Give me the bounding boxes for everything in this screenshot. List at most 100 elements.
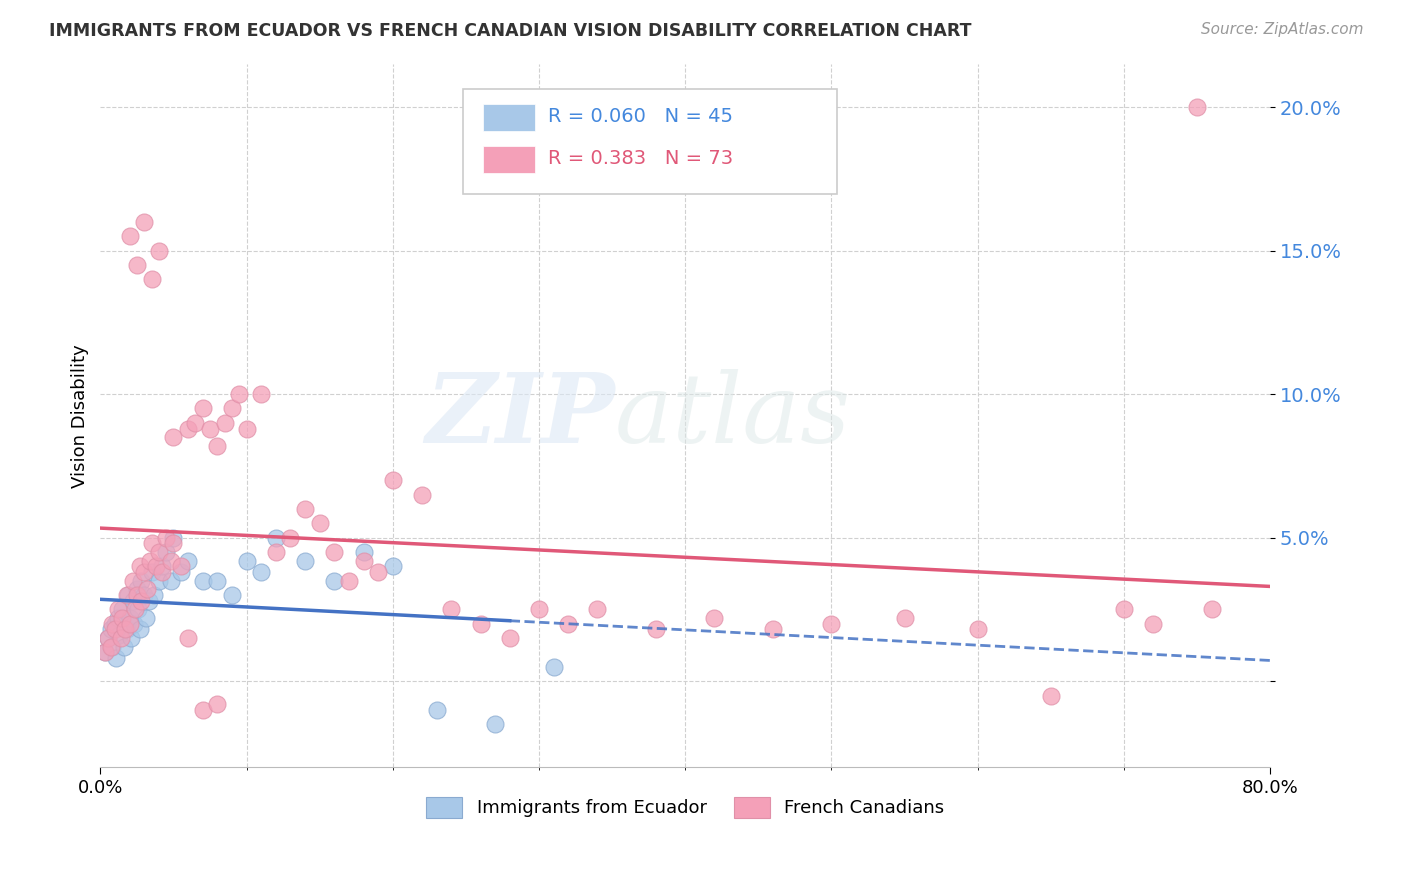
FancyBboxPatch shape: [482, 104, 536, 131]
Point: [543, 660, 565, 674]
Point: [381, 473, 404, 487]
Point: [114, 623, 136, 637]
Point: [221, 588, 243, 602]
Point: [104, 616, 127, 631]
FancyBboxPatch shape: [463, 88, 837, 194]
Point: [557, 616, 579, 631]
Point: [115, 623, 138, 637]
Point: [129, 594, 152, 608]
Point: [100, 623, 122, 637]
Point: [105, 651, 128, 665]
Point: [128, 623, 150, 637]
Point: [121, 594, 143, 608]
Point: [1185, 100, 1208, 114]
Point: [159, 553, 181, 567]
Point: [470, 616, 492, 631]
Point: [141, 272, 163, 286]
Point: [264, 545, 287, 559]
Point: [280, 531, 302, 545]
Point: [367, 565, 389, 579]
Point: [645, 623, 668, 637]
Point: [107, 611, 129, 625]
Point: [93, 645, 115, 659]
Point: [184, 416, 207, 430]
Legend: Immigrants from Ecuador, French Canadians: Immigrants from Ecuador, French Canadian…: [419, 789, 952, 825]
Point: [122, 616, 145, 631]
Point: [155, 545, 177, 559]
Point: [191, 574, 214, 588]
Point: [125, 588, 148, 602]
Point: [294, 502, 316, 516]
Point: [162, 430, 184, 444]
Point: [337, 574, 360, 588]
Point: [115, 588, 138, 602]
Point: [111, 602, 134, 616]
Point: [125, 258, 148, 272]
Point: [177, 631, 200, 645]
Point: [141, 565, 163, 579]
Point: [121, 574, 143, 588]
Point: [308, 516, 330, 531]
Point: [150, 559, 173, 574]
Point: [159, 574, 181, 588]
Point: [139, 553, 162, 567]
Point: [1039, 689, 1062, 703]
Point: [100, 640, 122, 654]
Point: [112, 640, 135, 654]
Point: [214, 416, 236, 430]
Point: [148, 574, 170, 588]
Point: [134, 565, 156, 579]
Point: [117, 588, 139, 602]
Point: [135, 611, 157, 625]
Point: [353, 553, 375, 567]
Point: [177, 553, 200, 567]
Point: [221, 401, 243, 416]
Text: atlas: atlas: [614, 368, 851, 463]
Point: [177, 421, 200, 435]
Point: [97, 631, 120, 645]
Point: [323, 574, 346, 588]
Point: [1142, 616, 1164, 631]
Point: [353, 545, 375, 559]
Point: [820, 616, 842, 631]
Point: [134, 588, 156, 602]
Text: R = 0.060   N = 45: R = 0.060 N = 45: [548, 107, 734, 127]
Point: [118, 611, 141, 625]
Point: [426, 703, 449, 717]
Point: [294, 553, 316, 567]
Point: [104, 623, 127, 637]
Text: IMMIGRANTS FROM ECUADOR VS FRENCH CANADIAN VISION DISABILITY CORRELATION CHART: IMMIGRANTS FROM ECUADOR VS FRENCH CANADI…: [49, 22, 972, 40]
Point: [198, 421, 221, 435]
Point: [207, 574, 229, 588]
Point: [499, 631, 522, 645]
Point: [134, 215, 156, 229]
Point: [148, 244, 170, 258]
Point: [145, 559, 167, 574]
Y-axis label: Vision Disability: Vision Disability: [72, 343, 89, 488]
Point: [527, 602, 550, 616]
Point: [108, 628, 131, 642]
Point: [170, 559, 193, 574]
Point: [703, 611, 725, 625]
FancyBboxPatch shape: [482, 146, 536, 173]
Point: [191, 401, 214, 416]
Point: [484, 717, 506, 731]
Text: Source: ZipAtlas.com: Source: ZipAtlas.com: [1201, 22, 1364, 37]
Point: [107, 602, 129, 616]
Point: [148, 545, 170, 559]
Point: [93, 645, 115, 659]
Point: [125, 582, 148, 597]
Point: [411, 487, 433, 501]
Point: [250, 565, 273, 579]
Point: [162, 536, 184, 550]
Text: R = 0.383   N = 73: R = 0.383 N = 73: [548, 150, 734, 169]
Point: [136, 582, 159, 597]
Point: [128, 559, 150, 574]
Point: [124, 602, 146, 616]
Point: [762, 623, 785, 637]
Point: [228, 387, 250, 401]
Point: [1112, 602, 1135, 616]
Point: [101, 616, 124, 631]
Point: [101, 640, 124, 654]
Point: [250, 387, 273, 401]
